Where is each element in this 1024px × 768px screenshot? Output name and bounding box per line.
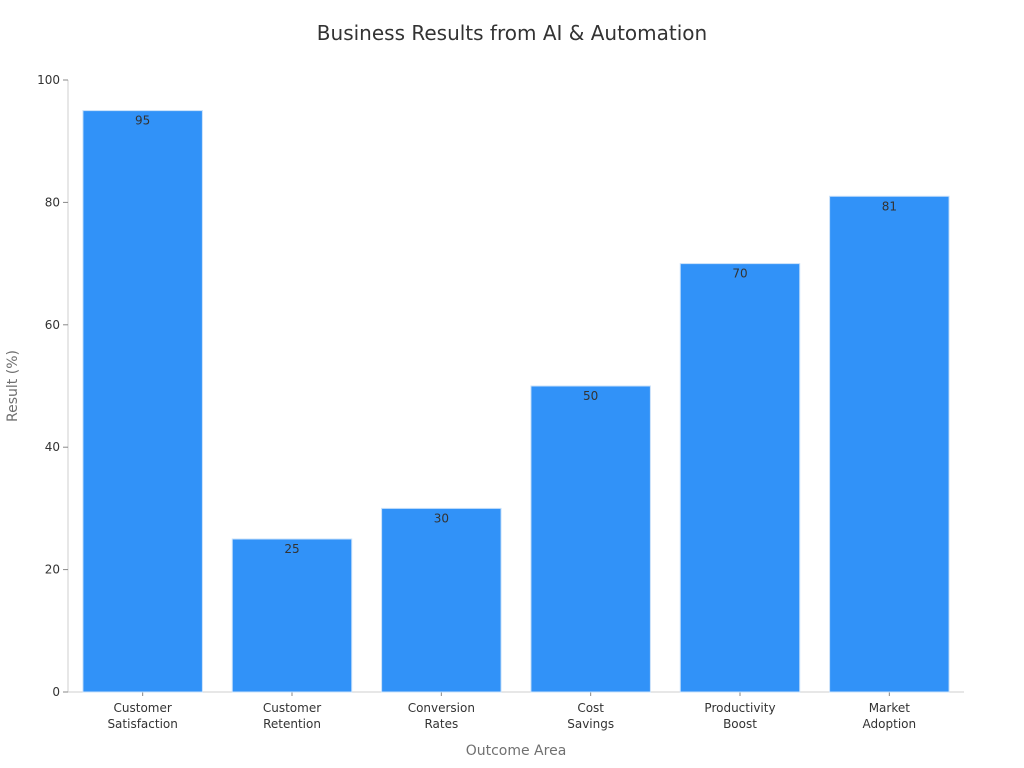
x-tick-label-line: Market (869, 701, 911, 715)
x-tick-label-line: Customer (263, 701, 321, 715)
y-tick-label: 20 (45, 563, 60, 577)
category-labels: Customer Satisfaction Customer Retention Con… (107, 701, 916, 731)
x-axis-label: Outcome Area (466, 743, 567, 759)
y-axis-label: Result (%) (5, 350, 21, 422)
x-tick-label-line: Rates (424, 717, 458, 731)
x-tick-label-line: Satisfaction (107, 717, 177, 731)
x-tick-label-line: Conversion (408, 701, 475, 715)
bar-value-label: 25 (284, 542, 299, 556)
y-axis: 0 20 40 60 80 100 (37, 73, 69, 699)
x-tick-label-line: Savings (567, 717, 614, 731)
bar (381, 507, 502, 693)
bar-value-label: 30 (434, 511, 449, 525)
x-tick-label: Productivity Boost (704, 701, 775, 731)
bars (82, 110, 950, 693)
chart-title: Business Results from AI & Automation (317, 21, 707, 45)
y-tick-label: 100 (37, 73, 60, 87)
x-tick-label: Customer Satisfaction (107, 701, 177, 731)
x-tick-label-line: Productivity (704, 701, 775, 715)
bar-value-label: 95 (135, 114, 150, 128)
y-tick-label: 0 (52, 685, 60, 699)
x-tick-label-line: Customer (114, 701, 172, 715)
x-tick-label: Market Adoption (863, 701, 917, 731)
bar-value-label: 70 (732, 267, 747, 281)
x-tick-label-line: Boost (723, 717, 757, 731)
x-tick-label-line: Retention (263, 717, 321, 731)
bar (231, 538, 353, 693)
x-axis (68, 691, 964, 696)
x-tick-label-line: Cost (577, 701, 604, 715)
y-tick-label: 60 (45, 318, 60, 332)
x-tick-label: Conversion Rates (408, 701, 475, 731)
x-tick-label: Cost Savings (567, 701, 614, 731)
value-labels: 95 25 30 50 70 81 (135, 114, 897, 556)
bar-value-label: 50 (583, 389, 598, 403)
bar (530, 385, 651, 693)
bar (82, 110, 203, 693)
bar (679, 263, 801, 693)
x-tick-label: Customer Retention (263, 701, 321, 731)
bar (829, 195, 950, 693)
y-tick-label: 40 (45, 440, 60, 454)
bar-value-label: 81 (882, 199, 897, 213)
y-tick-label: 80 (45, 195, 60, 209)
x-tick-label-line: Adoption (863, 717, 917, 731)
